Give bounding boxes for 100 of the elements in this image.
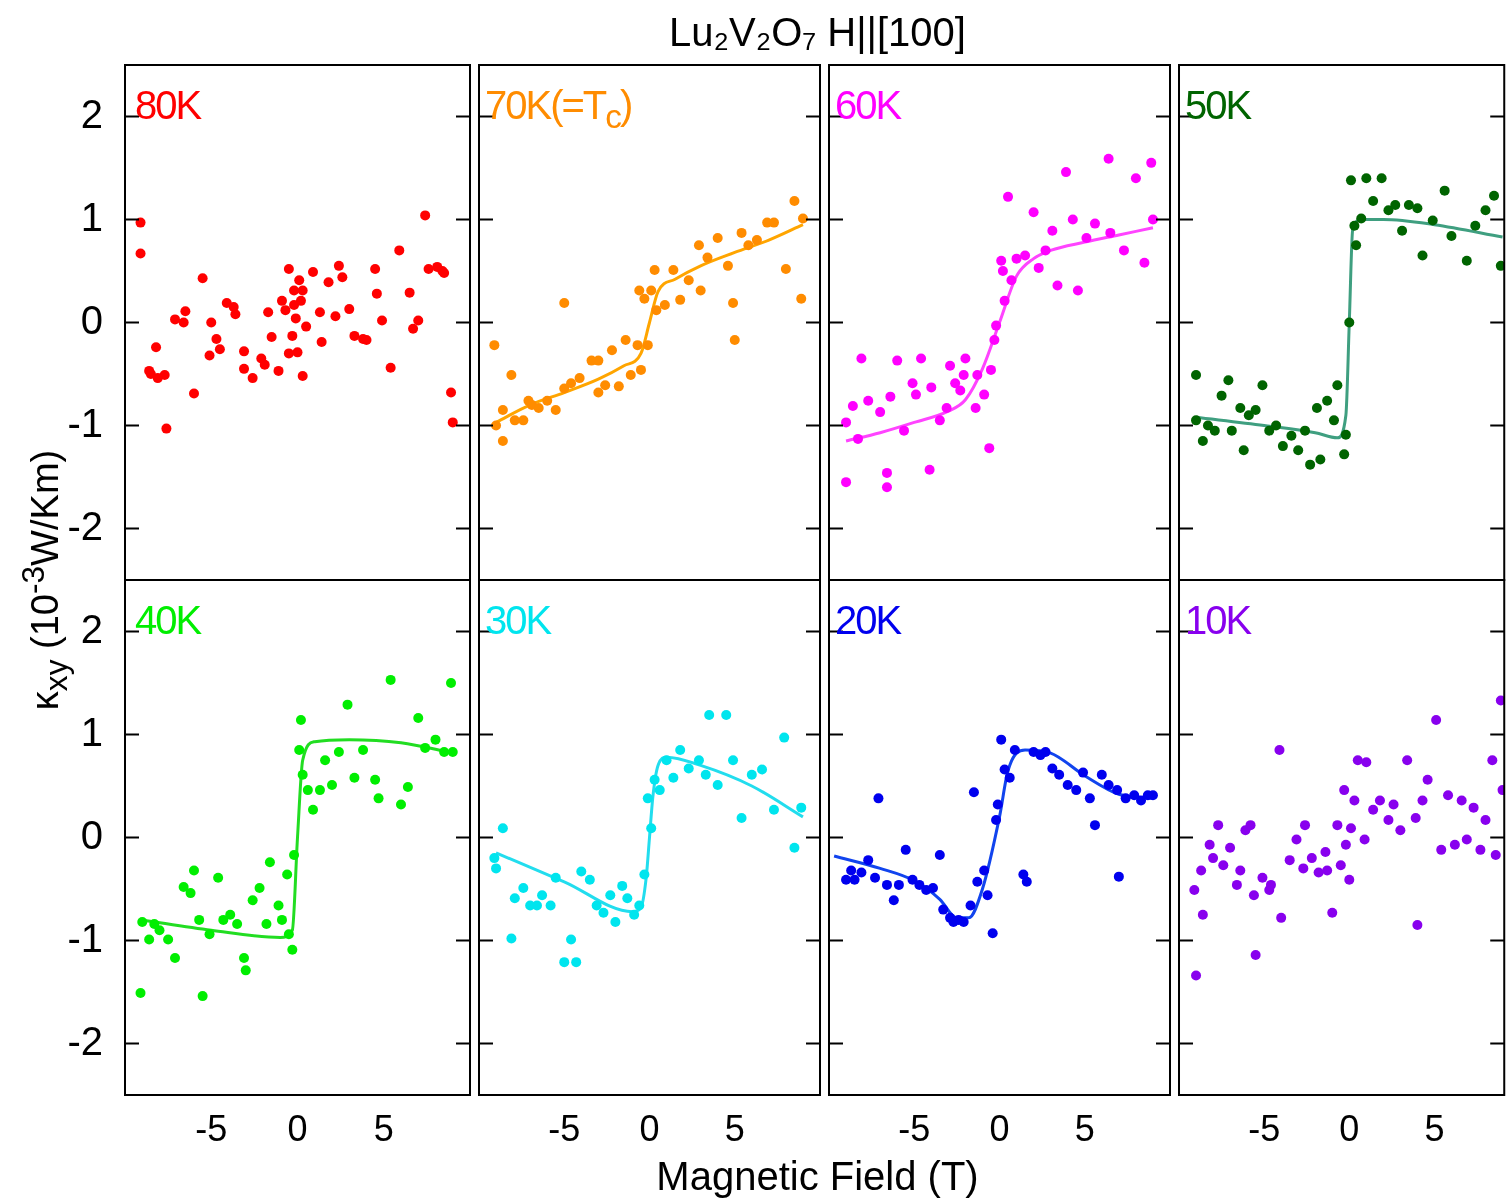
point — [649, 264, 660, 275]
y-tick-label: -1 — [67, 400, 103, 445]
x-axis-title: Magnetic Field (T) — [655, 1153, 980, 1200]
point — [533, 402, 544, 413]
point — [1006, 275, 1017, 286]
point — [1040, 245, 1051, 256]
point — [1112, 785, 1123, 796]
point — [1238, 445, 1249, 456]
point — [996, 734, 1007, 745]
point — [1446, 230, 1457, 241]
point — [856, 867, 867, 878]
point — [1011, 253, 1022, 264]
point — [1390, 200, 1401, 211]
point — [924, 464, 935, 475]
point — [979, 865, 990, 876]
point — [700, 769, 711, 780]
point — [287, 944, 298, 955]
point — [545, 900, 556, 911]
point — [430, 734, 441, 745]
point — [254, 882, 265, 893]
point — [683, 275, 694, 286]
point — [972, 370, 983, 381]
point — [945, 360, 956, 371]
point — [1332, 380, 1343, 391]
point — [1412, 203, 1423, 214]
point — [1081, 233, 1092, 244]
point — [606, 345, 617, 356]
point — [491, 863, 502, 874]
point — [1264, 425, 1275, 436]
x-tick-label: 5 — [724, 1107, 745, 1149]
point — [625, 370, 636, 381]
point — [958, 370, 969, 381]
point — [968, 787, 979, 798]
point — [1054, 769, 1065, 780]
y-tick-label: 0 — [80, 812, 103, 857]
point — [239, 953, 250, 964]
point — [559, 297, 570, 308]
annotation: 20K — [835, 598, 901, 642]
point — [137, 916, 148, 927]
point — [1113, 871, 1124, 882]
point — [841, 477, 852, 488]
point — [661, 755, 672, 766]
point — [204, 929, 215, 940]
point — [642, 793, 653, 804]
point — [1495, 260, 1505, 271]
point — [1040, 747, 1051, 758]
point — [634, 285, 645, 296]
point — [396, 799, 406, 810]
y-tick-label: -2 — [67, 1018, 103, 1063]
point — [863, 395, 874, 406]
point — [987, 928, 998, 939]
point — [1305, 459, 1316, 470]
point — [1470, 220, 1481, 231]
point — [985, 364, 996, 375]
point — [413, 713, 424, 724]
annotation: 70K(=T$_{c}$) — [485, 83, 632, 137]
point — [342, 699, 353, 710]
point — [999, 295, 1010, 306]
point — [1368, 195, 1379, 206]
point — [712, 233, 723, 244]
y-tick-label: 1 — [80, 194, 103, 239]
point — [333, 747, 344, 758]
point — [659, 299, 670, 310]
point — [1339, 449, 1350, 460]
point — [875, 407, 886, 418]
point — [497, 405, 508, 416]
point — [675, 744, 686, 755]
point — [1028, 207, 1039, 218]
point — [972, 876, 983, 887]
x-tick-label: -5 — [1248, 1107, 1281, 1149]
point — [1480, 205, 1491, 216]
point — [950, 378, 961, 389]
point — [282, 869, 293, 880]
x-tick-label: -5 — [548, 1107, 581, 1149]
point — [576, 866, 587, 877]
point — [518, 415, 529, 426]
point — [635, 364, 646, 375]
point — [1300, 425, 1311, 436]
point — [447, 747, 458, 758]
point — [634, 900, 645, 911]
point — [620, 335, 631, 346]
chart-title: Lu₂V₂O₇ H||[100] — [668, 9, 967, 56]
annotation: 10K — [1185, 598, 1251, 642]
point — [213, 872, 224, 883]
y-tick-label: 2 — [80, 606, 103, 651]
point — [632, 340, 643, 351]
point — [1235, 402, 1246, 413]
point — [610, 916, 621, 927]
point — [1067, 214, 1078, 225]
point — [1286, 430, 1297, 441]
point — [509, 415, 520, 426]
point — [559, 957, 570, 968]
point — [873, 793, 884, 804]
point — [646, 823, 657, 834]
point — [247, 895, 258, 906]
point — [542, 395, 553, 406]
point — [297, 769, 308, 780]
point — [984, 443, 995, 454]
point — [852, 433, 863, 444]
point — [370, 774, 381, 785]
